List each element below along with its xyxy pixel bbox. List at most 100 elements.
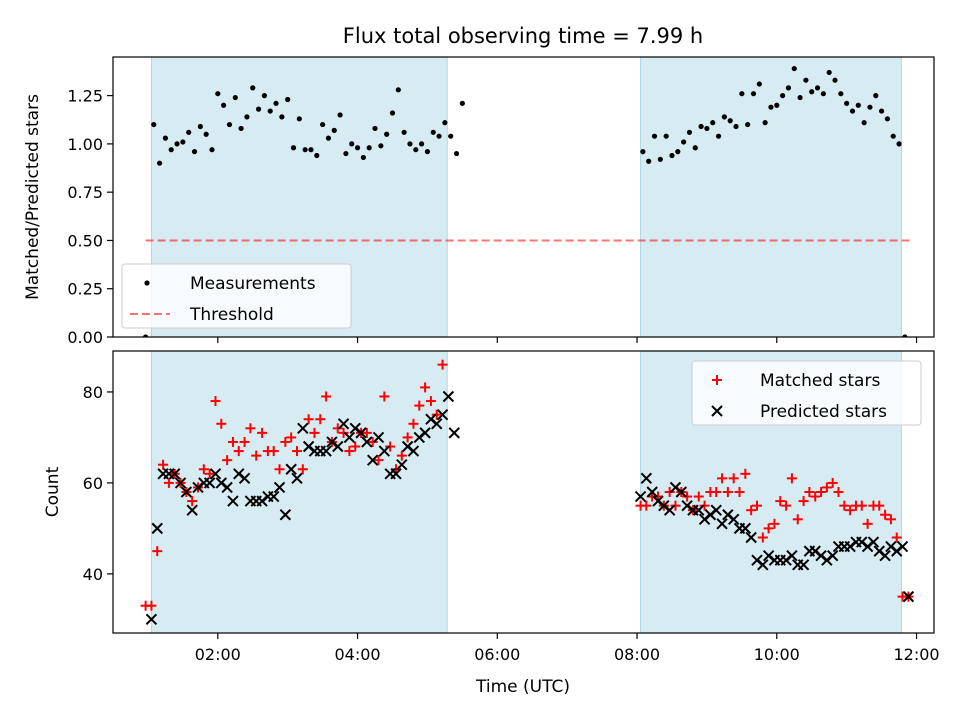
measurements-point-35: [349, 141, 355, 147]
measurements-point-70: [727, 118, 733, 124]
matched-stars-legend-label: Matched stars: [760, 371, 880, 391]
matched-stars-point-33: [332, 423, 343, 434]
predicted-stars-point-55-b: [646, 486, 658, 498]
predicted-stars-point-69-b: [727, 513, 740, 525]
matched-stars-legend-marker: [712, 375, 722, 385]
predicted-stars-point-32-b: [332, 440, 344, 453]
matched-stars-point-39: [367, 436, 378, 447]
predicted-stars-legend-marker: [711, 405, 723, 417]
predicted-stars-point-34: [343, 431, 356, 444]
measurements-point-6: [180, 139, 186, 145]
predicted-stars-point-10-b: [203, 477, 216, 489]
matched-stars-point-20: [257, 427, 268, 438]
predicted-stars-point-60: [675, 486, 688, 498]
matched-stars-point-86: [833, 487, 844, 497]
predicted-stars-point-24-b: [285, 463, 297, 475]
matched-stars-point-2: [152, 546, 163, 557]
top-y-tick-label: 1.00: [67, 135, 103, 154]
predicted-stars-point-51: [442, 390, 455, 403]
bottom-shaded-interval-1: [150, 350, 448, 634]
matched-stars-point-68: [728, 473, 739, 484]
measurements-point-20: [261, 93, 267, 99]
predicted-stars-point-10: [203, 477, 216, 489]
predicted-stars-point-7: [186, 504, 198, 516]
top-y-tick-label: 0.00: [67, 328, 103, 347]
matched-stars-point-82: [810, 491, 821, 502]
predicted-stars-point-63-b: [693, 504, 705, 516]
measurements-point-2: [156, 160, 163, 166]
predicted-stars-point-4-b: [169, 468, 181, 480]
predicted-stars-point-84-b: [815, 549, 827, 562]
matched-stars-point-26: [291, 446, 302, 457]
matched-stars-point-75: [769, 518, 780, 529]
predicted-stars-point-57-b: [658, 499, 670, 512]
matched-stars-point-58: [670, 500, 681, 511]
matched-stars-point-63: [699, 500, 710, 511]
predicted-stars-point-93: [867, 536, 880, 548]
matched-stars-point-50: [431, 409, 442, 420]
predicted-stars-point-98-b: [896, 540, 909, 553]
measurements-point-29: [314, 152, 320, 159]
x-tick-label: 02:00: [195, 645, 241, 664]
x-tick-label: 04:00: [334, 645, 380, 664]
measurements-point-96: [878, 108, 885, 114]
matched-stars-point-23: [274, 464, 285, 475]
measurements-point-60: [669, 152, 675, 159]
predicted-stars-point-37: [361, 436, 373, 448]
matched-stars-point-71: [746, 505, 757, 516]
predicted-stars-point-14: [227, 495, 239, 507]
matched-stars-point-14: [222, 455, 233, 466]
predicted-stars-point-43: [396, 459, 408, 471]
measurements-point-72: [739, 91, 745, 97]
matched-stars-point-69: [734, 487, 745, 497]
predicted-stars-point-48-b: [425, 413, 437, 425]
predicted-stars-point-72-b: [745, 531, 757, 544]
predicted-stars-point-58-b: [663, 504, 676, 516]
measurements-point-48: [424, 149, 431, 155]
measurements-point-31: [325, 135, 332, 141]
matched-stars-point-16: [233, 446, 244, 457]
matched-stars-point-74: [763, 523, 774, 534]
measurements-point-34: [343, 150, 349, 157]
measurements-point-4: [168, 147, 174, 153]
top-y-axis-label: Matched/Predicted stars: [23, 94, 43, 300]
predicted-stars-point-58: [663, 504, 676, 516]
measurements-point-50: [436, 133, 442, 139]
measurements-point-3: [162, 135, 169, 141]
predicted-stars-point-47: [419, 427, 431, 439]
measurements-point-83: [803, 77, 809, 83]
matched-stars-point-13: [216, 418, 227, 429]
measurements-point-79: [780, 93, 786, 99]
measurements-point-95: [873, 93, 879, 99]
matched-stars-point-48: [420, 382, 431, 393]
predicted-stars-point-86-b: [826, 549, 839, 562]
measurements-point-65: [698, 123, 704, 130]
matched-stars-point-10: [198, 464, 209, 475]
matched-stars-point-87: [839, 500, 850, 511]
predicted-stars-point-39: [372, 431, 385, 444]
measurements-point-40: [378, 143, 384, 149]
predicted-stars-point-37-b: [361, 436, 373, 448]
measurements-point-99: [896, 141, 902, 147]
measurements-point-76: [762, 120, 768, 126]
matched-stars-point-90: [856, 500, 867, 511]
measurements-point-43: [395, 87, 401, 93]
predicted-stars-point-27-b: [302, 440, 315, 453]
predicted-stars-point-75-b: [762, 549, 775, 562]
matched-stars-point-57: [664, 487, 675, 497]
matched-stars-point-47: [414, 400, 425, 411]
measurements-point-55: [640, 149, 646, 155]
top-y-tick-label: 0.50: [67, 231, 103, 250]
predicted-stars-point-45: [407, 445, 420, 457]
predicted-stars-point-40: [378, 445, 391, 457]
measurements-point-75: [756, 81, 762, 87]
measurements-point-86: [820, 91, 826, 97]
measurements-point-12: [215, 91, 221, 97]
predicted-stars-point-63: [693, 504, 705, 516]
measurements-point-36: [354, 145, 361, 151]
measurements-point-80: [785, 85, 792, 91]
matched-stars-point-96: [891, 532, 902, 543]
predicted-stars-point-38: [366, 454, 379, 466]
predicted-stars-point-34-b: [343, 431, 356, 444]
measurements-point-64: [692, 145, 698, 151]
